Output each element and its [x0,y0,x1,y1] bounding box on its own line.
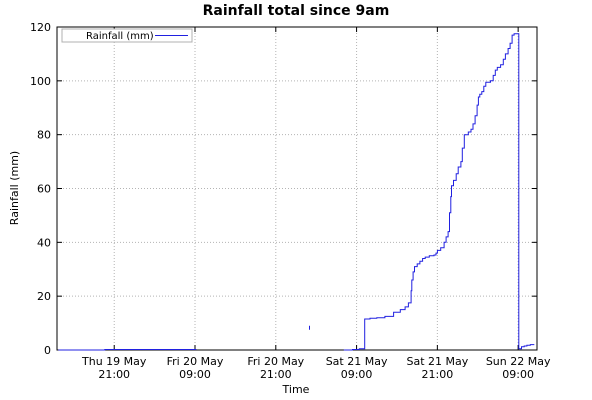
x-tick-label-time: 09:00 [502,368,534,381]
y-tick-label: 40 [37,236,51,249]
chart-title: Rainfall total since 9am [203,3,390,19]
x-tick-label-date: Sun 22 May [486,355,551,368]
x-tick-label-date: Fri 20 May [167,355,224,368]
x-tick-label-time: 21:00 [422,368,454,381]
x-tick-label-date: Fri 20 May [247,355,304,368]
y-tick-label: 120 [30,21,51,34]
rainfall-series-line [58,349,197,351]
y-tick-label: 20 [37,290,51,303]
legend-label: Rainfall (mm) [86,31,154,42]
series-lines [58,33,535,351]
x-tick-label-time: 09:00 [341,368,373,381]
gridlines [57,27,537,350]
x-tick-label-time: 21:00 [260,368,292,381]
rainfall-series-line [343,33,535,351]
y-tick-label: 0 [44,344,51,357]
legend-box [61,28,193,43]
x-tick-label-date: Sat 21 May [406,355,468,368]
y-axis-label: Rainfall (mm) [8,151,21,225]
x-tick-label-date: Sat 21 May [326,355,388,368]
y-tick-label: 80 [37,129,51,142]
y-tick-label: 60 [37,183,51,196]
y-tick-label: 100 [30,75,51,88]
x-tick-label-time: 09:00 [179,368,211,381]
legend: Rainfall (mm) [61,28,193,43]
x-axis-label: Time [282,383,310,396]
x-tick-label-date: Thu 19 May [81,355,147,368]
x-tick-label-time: 21:00 [98,368,130,381]
